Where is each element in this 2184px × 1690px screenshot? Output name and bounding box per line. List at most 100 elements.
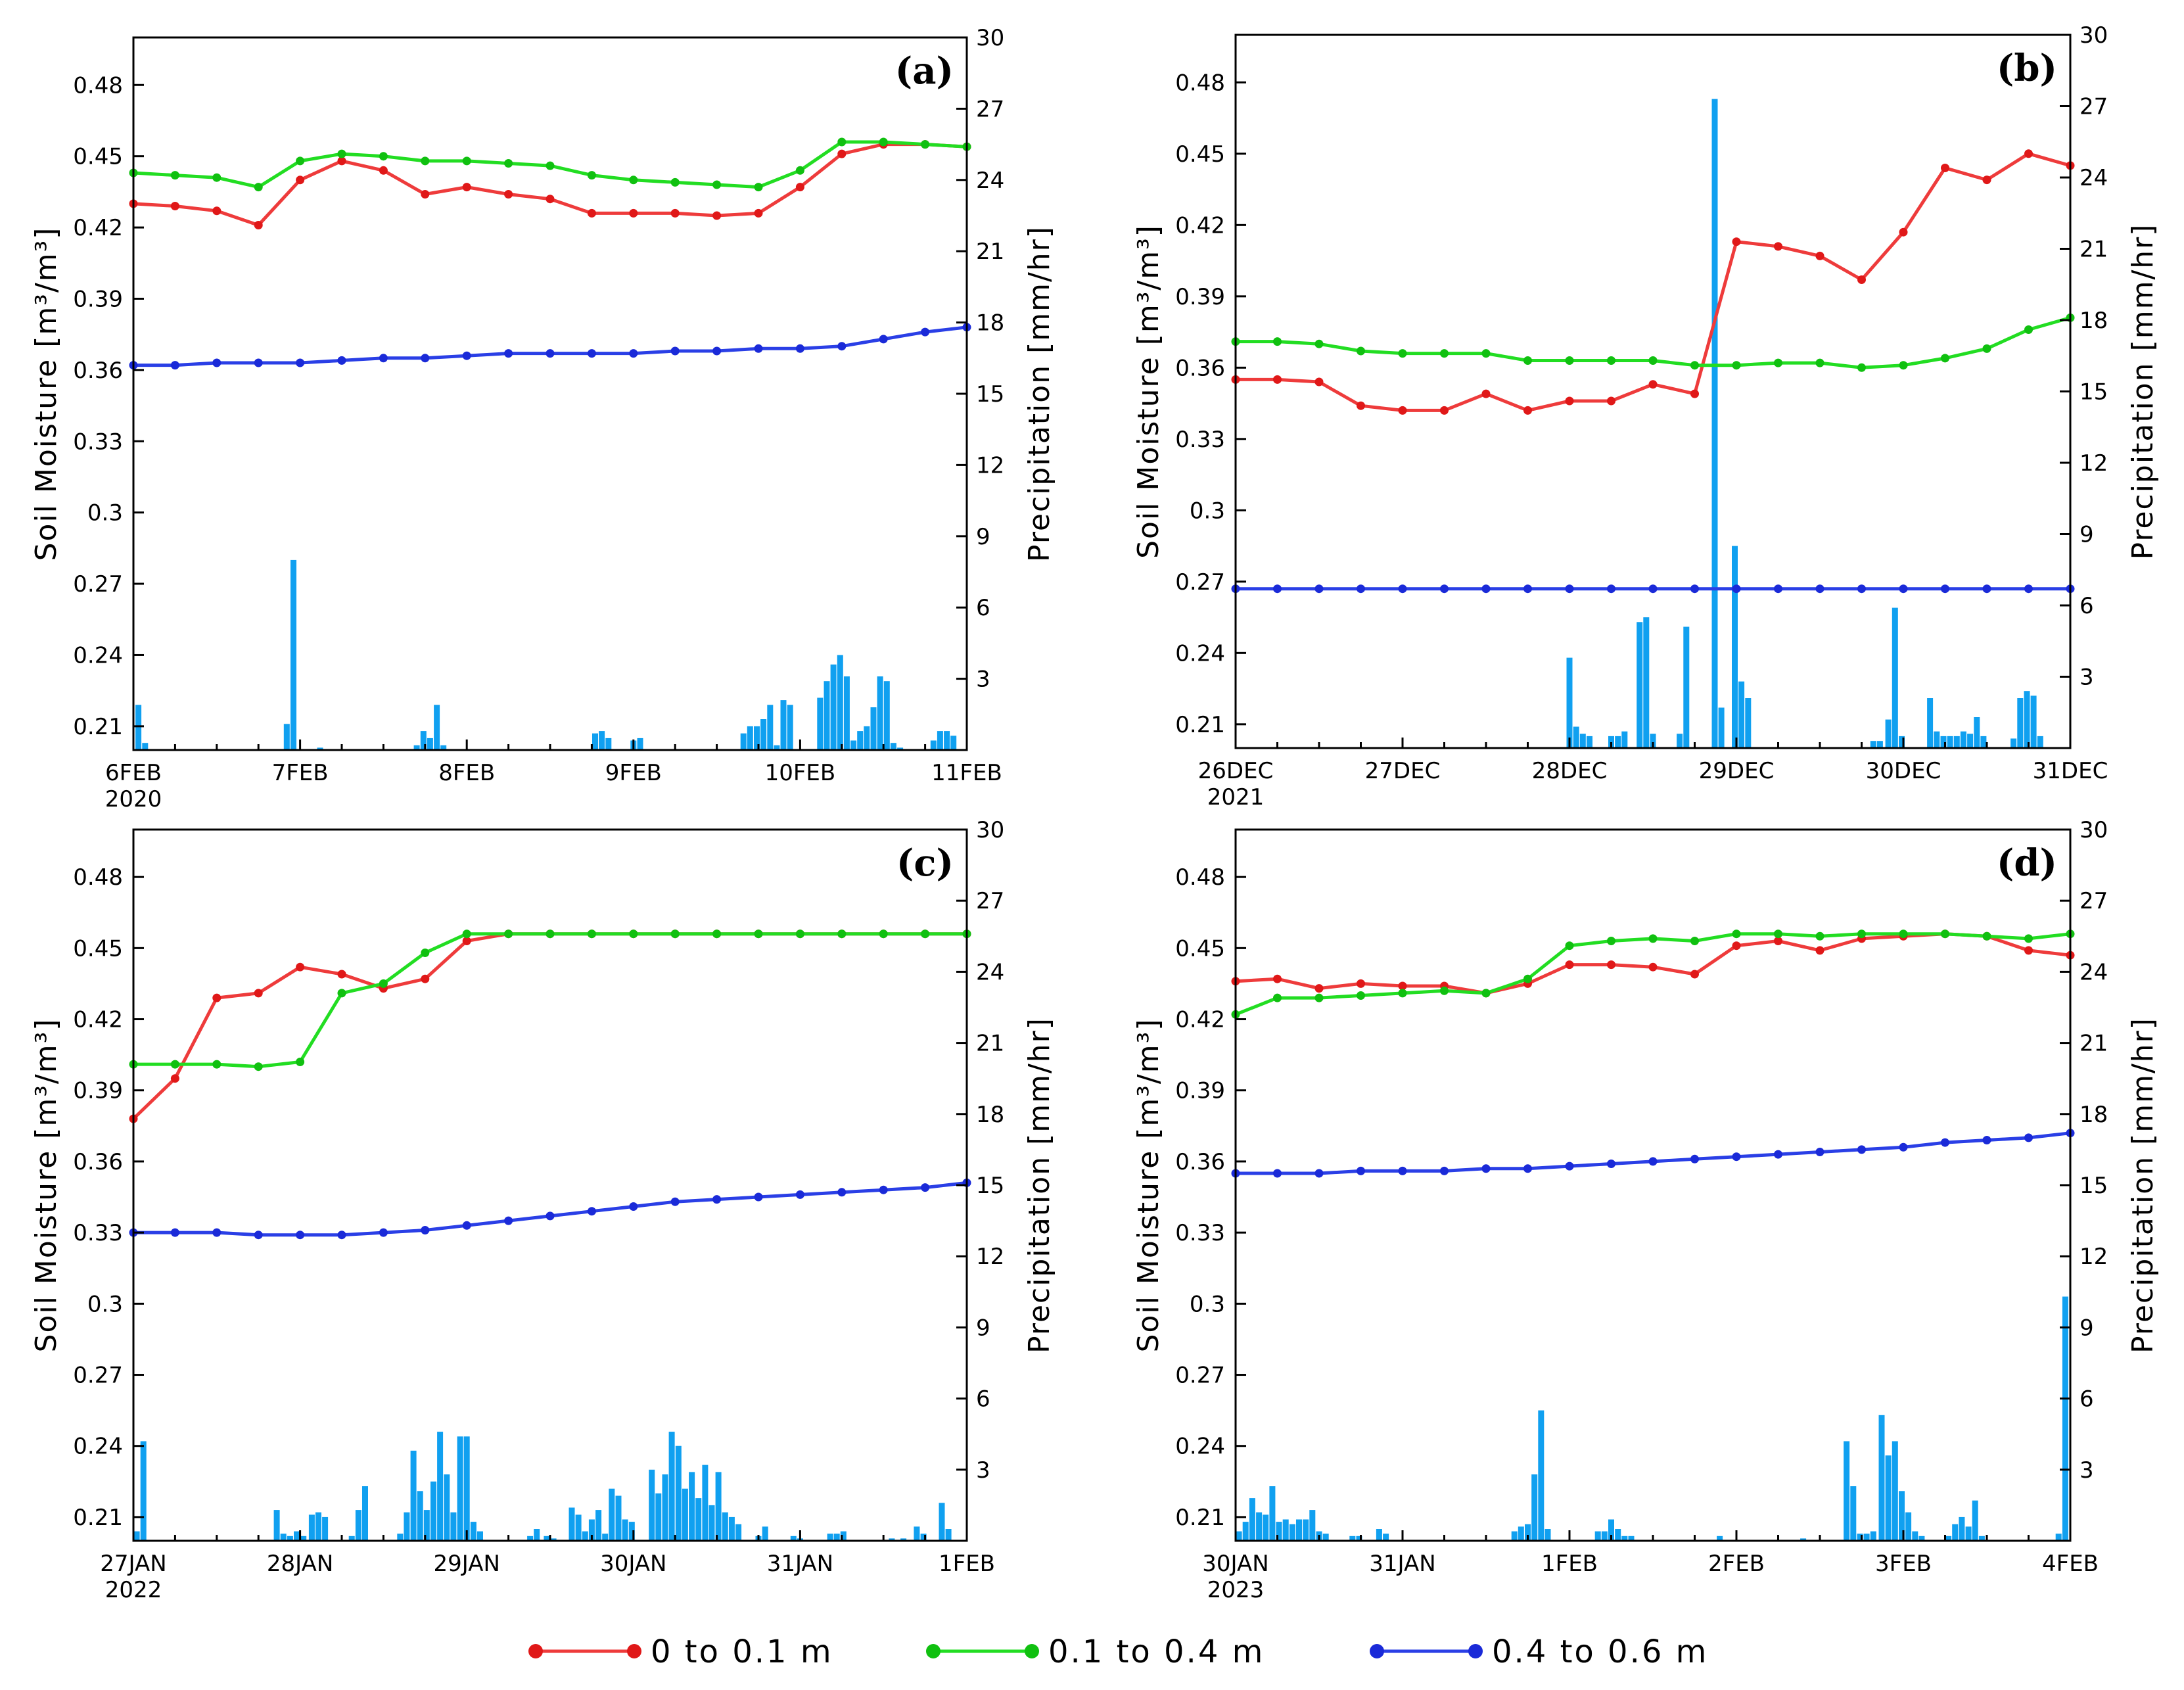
panel-c-precip-bar-11 — [355, 1510, 361, 1541]
panel-c-y2tick-label-7: 24 — [976, 959, 1004, 985]
panel-d-ytick-label-5: 0.36 — [1175, 1149, 1225, 1175]
panel-a-precip-bar-1 — [142, 743, 149, 750]
legend: 0 to 0.1 m 0.1 to 0.4 m 0.4 to 0.6 m — [528, 1633, 1706, 1670]
panel-c-series-2-point-12 — [629, 929, 638, 939]
panel-c-series-2-point-11 — [587, 929, 596, 939]
panel-b-precip-bar-30 — [1980, 736, 1987, 748]
panel-d-series-3-point-2 — [1314, 1169, 1324, 1178]
panel-c-ytick-label-2: 0.27 — [73, 1363, 123, 1389]
panel-d-precip-bar-29 — [1628, 1536, 1635, 1541]
panel-b-precip-bar-21 — [1899, 736, 1905, 748]
panel-c-y2tick-label-3: 12 — [976, 1244, 1004, 1270]
panel-b-series-3-point-18 — [1982, 584, 1991, 594]
panel-d-precip-bar-16 — [1376, 1529, 1382, 1541]
panel-d-series-1-point-1 — [1273, 974, 1282, 983]
panel-b-series-3-point-19 — [2024, 584, 2033, 594]
legend-marker-end-2 — [1025, 1644, 1039, 1658]
panel-c-xtick-label-3: 30JAN — [600, 1551, 666, 1577]
panel-a-precip-bar-23 — [817, 697, 824, 750]
panel-c-series-2-point-6 — [379, 979, 388, 988]
panel-b-precip-bar-34 — [2030, 695, 2037, 748]
panel-d-precip-bar-11 — [1309, 1510, 1316, 1541]
panel-c-precip-bar-56 — [790, 1536, 797, 1541]
panel-a-series-2-point-3 — [254, 183, 263, 192]
panel-c-precip-bar-9 — [322, 1516, 329, 1541]
legend-marker-start-1 — [528, 1644, 543, 1658]
panel-c-precip-bar-17 — [423, 1510, 430, 1541]
panel-d-series-3-point-12 — [1732, 1152, 1741, 1162]
panel-b-xtick-label-2: 28DEC — [1532, 758, 1608, 784]
panel-d-series-3-point-19 — [2024, 1133, 2033, 1142]
panel-c-series-2-point-2 — [212, 1060, 221, 1069]
panel-c-series-2-point-19 — [921, 929, 930, 939]
panel-b-series-3-point-16 — [1899, 584, 1908, 594]
panel-c-precip-bar-58 — [827, 1534, 833, 1541]
panel-c-xtick-label-4: 31JAN — [767, 1551, 833, 1577]
panel-d-precip-bar-49 — [1978, 1536, 1985, 1541]
panel-c-precip-bar-27 — [534, 1529, 540, 1541]
panel-b-precip-bar-1 — [1573, 726, 1579, 748]
panel-a-precip-bar-28 — [850, 740, 857, 750]
panel-a-series-3-point-6 — [379, 354, 388, 363]
panel-b-precip-bar-13 — [1718, 707, 1725, 748]
panel-c-ytick-label-1: 0.24 — [73, 1434, 123, 1460]
panel-b-series-1-point-10 — [1648, 380, 1658, 389]
panel-b-ytick-label-0: 0.21 — [1175, 712, 1225, 738]
panel-b-precip-bar-33 — [2024, 691, 2030, 748]
panel-a-precip-bar-37 — [937, 731, 943, 750]
panel-b-precip-bar-11 — [1683, 626, 1690, 748]
panel-d-series-1-point-8 — [1565, 960, 1574, 970]
panel-d-precip-bar-44 — [1945, 1536, 1952, 1541]
panel-d-series-2-point-4 — [1398, 989, 1407, 998]
panel-d-precip-bar-37 — [1878, 1415, 1885, 1541]
panel-b-y2tick-label-3: 12 — [2079, 450, 2108, 477]
panel-a-ytick-label-0: 0.21 — [73, 714, 123, 740]
legend-marker-start-2 — [926, 1644, 941, 1658]
panel-d-series-3-point-10 — [1648, 1157, 1658, 1166]
panel-c-precip-bar-47 — [695, 1498, 702, 1541]
panel-d-precip-bar-47 — [1965, 1526, 1972, 1541]
panel-c-series-2-point-1 — [170, 1060, 179, 1069]
panel-b-precip-bar-17 — [1870, 741, 1876, 748]
panel-d-precip-bar-41 — [1905, 1512, 1912, 1541]
panel-b-precip-bar-32 — [2017, 698, 2024, 748]
panel-b-y2tick-label-5: 18 — [2079, 308, 2108, 334]
panel-b-series-2-point-5 — [1440, 349, 1449, 358]
panel-d-ytick-label-2: 0.27 — [1175, 1363, 1225, 1389]
panel-c-series-2-point-16 — [795, 929, 804, 939]
panel-c-series-3-point-10 — [546, 1211, 555, 1221]
panel-c-year-label: 2022 — [105, 1577, 162, 1603]
panel-a-ytick-label-3: 0.3 — [87, 500, 123, 527]
panel-a-series-3-point-9 — [504, 349, 513, 358]
panel-d-ytick-label-4: 0.33 — [1175, 1220, 1225, 1246]
panel-b-xtick-label-3: 29DEC — [1699, 758, 1775, 784]
panel-a-year-label: 2020 — [105, 786, 162, 812]
panel-a-precip-bar-10 — [592, 733, 598, 750]
panel-b-precip-bar-9 — [1650, 734, 1656, 748]
panel-c-precip-bar-51 — [722, 1512, 728, 1541]
panel-c-xtick-label-1: 28JAN — [267, 1551, 333, 1577]
panel-a-ytick-label-9: 0.48 — [73, 72, 123, 99]
panel-a-series-3-point-8 — [462, 351, 471, 360]
panel-b-series-3-point-14 — [1815, 584, 1824, 594]
panel-b-ytick-label-4: 0.33 — [1175, 427, 1225, 453]
panel-b-series-1-point-12 — [1732, 237, 1741, 246]
panel-b-ytick-label-5: 0.36 — [1175, 355, 1225, 381]
panel-d-precip-bar-6 — [1276, 1522, 1282, 1541]
panel-a-series-3-point-10 — [546, 349, 555, 358]
panel-b-precip-bar-2 — [1579, 734, 1586, 748]
legend-label-2: 0.1 to 0.4 m — [1048, 1633, 1265, 1670]
panel-d-y2tick-label-5: 18 — [2079, 1102, 2108, 1128]
panel-b-series-2-point-12 — [1732, 361, 1741, 370]
panel-b-series-2-point-14 — [1815, 358, 1824, 367]
panel-c-precip-bar-64 — [920, 1534, 927, 1541]
panel-a-precip-bar-20 — [774, 745, 780, 750]
panel-a-ytick-label-4: 0.33 — [73, 429, 123, 455]
panel-a-series-2-point-8 — [462, 156, 471, 166]
panel-b-series-2-point-10 — [1648, 356, 1658, 365]
panel-b-series-3-point-3 — [1357, 584, 1365, 594]
panel-d-y2tick-label-2: 9 — [2079, 1315, 2094, 1341]
panel-b-series-3-point-1 — [1273, 584, 1282, 594]
panel-c-y2tick-label-8: 27 — [976, 888, 1004, 914]
panel-a-series-1-point-2 — [212, 206, 221, 216]
